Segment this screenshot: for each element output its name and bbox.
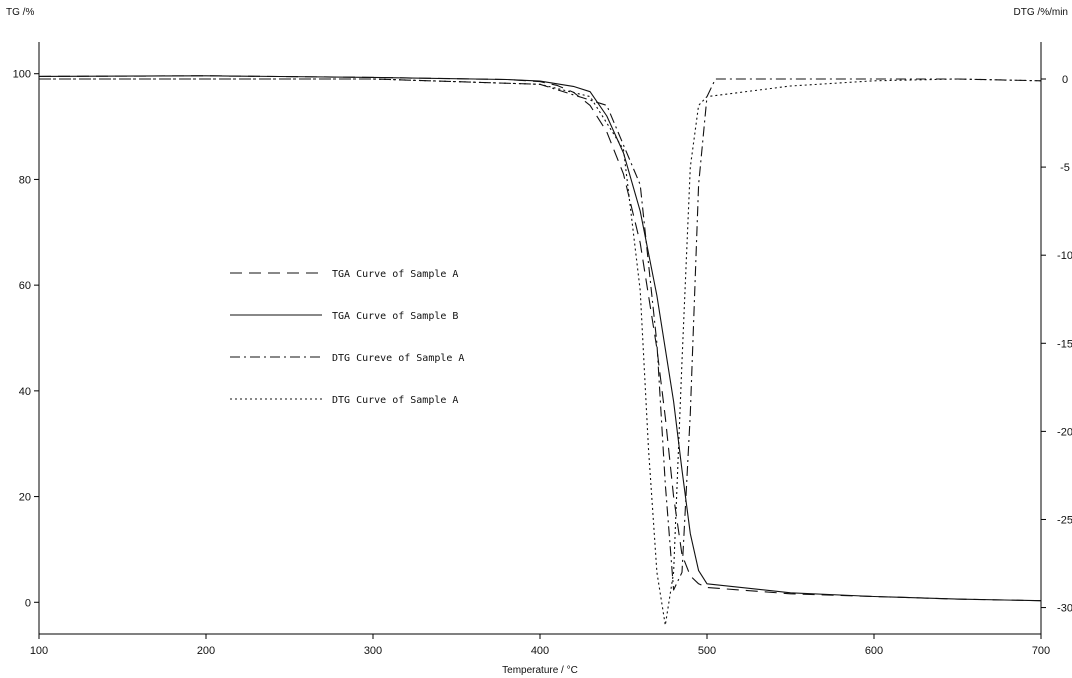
plot-frame <box>38 42 1042 635</box>
x-tick-label: 700 <box>1032 645 1050 657</box>
y-left-tick-label: 60 <box>19 280 31 292</box>
x-tick-label: 300 <box>364 645 382 657</box>
series-line-3 <box>39 78 1042 591</box>
y-left-tick-label: 100 <box>13 69 31 81</box>
x-tick-label: 100 <box>30 645 48 657</box>
y-right-tick-label: -5 <box>1060 162 1070 174</box>
y-axis-right-title: DTG /%/min <box>1014 7 1068 18</box>
x-tick-label: 200 <box>197 645 215 657</box>
legend-label-2: TGA Curve of Sample B <box>332 311 458 322</box>
y-left-tick-label: 80 <box>19 174 31 186</box>
y-right-tick-label: -15 <box>1057 338 1072 350</box>
y-right-tick-label: -10 <box>1057 250 1072 262</box>
y-right-tick-label: -25 <box>1057 514 1072 526</box>
x-tick-label: 400 <box>531 645 549 657</box>
y-right-tick-label: -20 <box>1057 426 1072 438</box>
axes: 100 200 300 400 500 600 700 0 20 40 60 80 100 0 -5 -10 -… <box>13 69 1072 657</box>
y-axis-left-title: TG /% <box>6 7 34 18</box>
legend-label-4: DTG Curve of Sample A <box>332 395 458 406</box>
series-line-2 <box>38 75 1042 602</box>
series-line-1 <box>38 75 1042 602</box>
x-axis-title: Temperature / °C <box>502 665 578 676</box>
series-line-4 <box>39 78 1042 626</box>
y-left-tick-label: 0 <box>25 597 31 609</box>
y-right-tick-label: -30 <box>1057 603 1072 615</box>
y-right-tick-label: 0 <box>1062 74 1068 86</box>
y-left-tick-label: 20 <box>19 492 31 504</box>
y-left-tick-label: 40 <box>19 386 31 398</box>
x-tick-label: 600 <box>865 645 883 657</box>
legend: TGA Curve of Sample A TGA Curve of Sample… <box>230 269 464 406</box>
legend-label-1: TGA Curve of Sample A <box>332 269 458 280</box>
x-tick-label: 500 <box>698 645 716 657</box>
legend-label-3: DTG Cureve of Sample A <box>332 353 464 364</box>
series-layer <box>38 75 1042 626</box>
